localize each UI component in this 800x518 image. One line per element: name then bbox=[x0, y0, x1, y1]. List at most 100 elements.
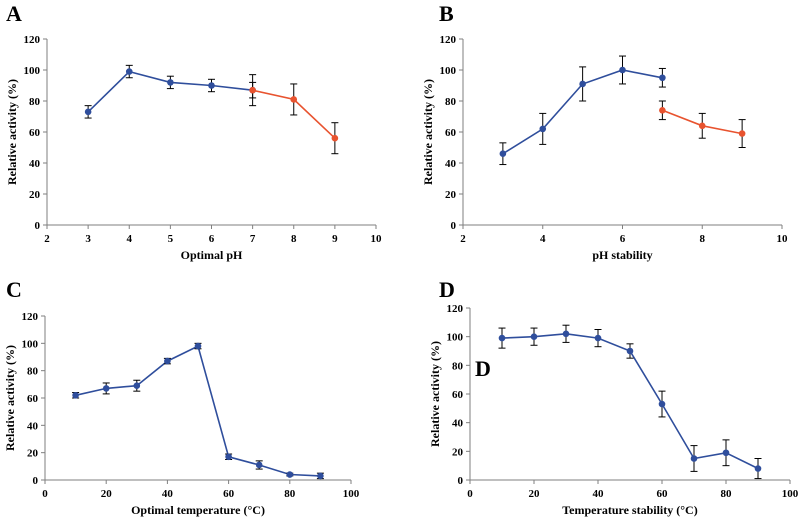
panel-letter: B bbox=[439, 1, 454, 26]
y-tick-label: 20 bbox=[452, 446, 464, 458]
series-blue bbox=[72, 342, 324, 480]
y-tick-label: 40 bbox=[27, 420, 39, 432]
x-tick-label: 4 bbox=[127, 233, 133, 245]
series-red bbox=[249, 74, 339, 155]
y-tick-label: 40 bbox=[452, 418, 464, 430]
data-point bbox=[530, 333, 538, 340]
y-tick-label: 120 bbox=[24, 34, 41, 46]
data-point bbox=[255, 461, 263, 469]
panel-letter: D bbox=[439, 277, 455, 302]
data-point bbox=[579, 80, 586, 88]
x-tick-label: 80 bbox=[284, 488, 296, 500]
x-tick-label: 3 bbox=[85, 233, 91, 245]
panel-a: A 0 20 40 60 80 100 120 2 3 4 5 6 7 8 9 10 Optimal pH Rela… bbox=[5, 1, 382, 262]
data-point bbox=[290, 96, 298, 103]
data-point bbox=[164, 357, 171, 365]
x-tick-label: 8 bbox=[291, 233, 297, 245]
data-point bbox=[659, 74, 666, 82]
y-tick-label: 120 bbox=[447, 303, 464, 315]
x-tick-label: 0 bbox=[467, 488, 473, 500]
y-tick-label: 100 bbox=[447, 332, 464, 344]
series-line bbox=[75, 344, 321, 477]
y-tick-label: 80 bbox=[452, 360, 464, 372]
data-point bbox=[738, 130, 746, 137]
data-point bbox=[72, 391, 79, 399]
data-point bbox=[722, 449, 730, 457]
x-tick-label: 60 bbox=[657, 488, 669, 500]
y-tick-label: 80 bbox=[445, 96, 457, 108]
x-tick-label: 80 bbox=[721, 488, 733, 500]
y-tick-label: 100 bbox=[24, 65, 41, 77]
y-tick-label: 60 bbox=[452, 389, 464, 401]
data-point bbox=[249, 86, 256, 94]
y-tick-label: 20 bbox=[27, 448, 39, 460]
x-tick-label: 6 bbox=[209, 233, 215, 245]
x-tick-label: 10 bbox=[371, 233, 383, 245]
series-blue bbox=[84, 64, 257, 119]
data-point bbox=[626, 347, 634, 355]
data-point bbox=[562, 330, 570, 338]
data-point bbox=[754, 465, 762, 472]
panel-d: D 0 20 40 60 80 100 120 0 20 40 60 80 100 Temperature … bbox=[428, 277, 799, 517]
x-tick-label: 60 bbox=[223, 488, 235, 500]
y-tick-label: 120 bbox=[440, 34, 457, 46]
data-point bbox=[194, 342, 202, 350]
x-tick-label: 100 bbox=[782, 488, 799, 500]
series-blue bbox=[499, 55, 666, 166]
data-point bbox=[539, 125, 547, 133]
x-tick-label: 0 bbox=[42, 488, 48, 500]
y-tick-label: 0 bbox=[35, 220, 41, 232]
y-tick-label: 100 bbox=[22, 338, 39, 350]
x-tick-label: 2 bbox=[460, 233, 466, 245]
y-tick-label: 0 bbox=[451, 220, 457, 232]
data-point bbox=[658, 400, 666, 408]
plot-annotation: D bbox=[475, 356, 491, 381]
y-tick-label: 60 bbox=[27, 393, 39, 405]
data-point bbox=[619, 66, 626, 74]
y-tick-label: 40 bbox=[29, 158, 41, 170]
y-tick-label: 80 bbox=[27, 366, 39, 378]
y-tick-label: 120 bbox=[22, 311, 39, 323]
y-axis-title: Relative activity (%) bbox=[428, 341, 442, 447]
data-point bbox=[498, 334, 506, 342]
y-tick-label: 60 bbox=[445, 127, 457, 139]
x-tick-label: 5 bbox=[168, 233, 174, 245]
y-tick-label: 40 bbox=[445, 158, 457, 170]
y-tick-label: 100 bbox=[440, 65, 457, 77]
data-point bbox=[659, 107, 666, 114]
x-tick-label: 7 bbox=[250, 233, 256, 245]
y-tick-label: 0 bbox=[458, 475, 464, 487]
data-point bbox=[286, 471, 294, 478]
panel-b: B 0 20 40 60 80 100 120 2 4 6 8 10 pH stability Relati… bbox=[421, 1, 788, 262]
panel-letter: C bbox=[6, 277, 22, 302]
series-red bbox=[658, 100, 746, 148]
x-tick-label: 40 bbox=[593, 488, 605, 500]
y-tick-label: 20 bbox=[445, 189, 457, 201]
x-tick-label: 20 bbox=[101, 488, 113, 500]
data-point bbox=[225, 453, 232, 461]
x-tick-label: 6 bbox=[620, 233, 626, 245]
data-point bbox=[84, 108, 92, 116]
x-tick-label: 2 bbox=[44, 233, 50, 245]
x-tick-label: 9 bbox=[332, 233, 338, 245]
x-tick-label: 20 bbox=[529, 488, 541, 500]
y-tick-label: 20 bbox=[29, 189, 41, 201]
x-axis-title: Optimal pH bbox=[181, 248, 243, 262]
data-point bbox=[331, 134, 339, 142]
y-axis-title: Relative activity (%) bbox=[5, 79, 19, 185]
data-point bbox=[125, 68, 133, 75]
panel-letter: A bbox=[6, 1, 22, 26]
data-point bbox=[594, 334, 602, 342]
data-point bbox=[698, 122, 706, 130]
data-point bbox=[133, 382, 141, 390]
y-axis-title: Relative activity (%) bbox=[421, 79, 435, 185]
x-tick-label: 40 bbox=[162, 488, 174, 500]
y-tick-label: 60 bbox=[29, 127, 41, 139]
panel-c: C 0 20 40 60 80 100 120 0 20 40 60 80 100 Optimal temp… bbox=[3, 277, 360, 517]
x-tick-label: 100 bbox=[343, 488, 360, 500]
x-axis-title: Optimal temperature (°C) bbox=[131, 503, 265, 517]
x-axis-title: pH stability bbox=[592, 248, 652, 262]
data-point bbox=[102, 385, 110, 392]
data-point bbox=[499, 150, 507, 157]
